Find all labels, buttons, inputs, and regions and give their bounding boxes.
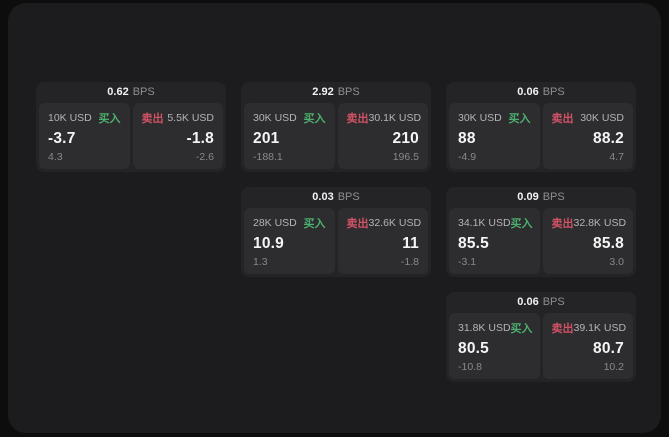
sell-sub-value: -1.8 [400,256,419,268]
buy-sub-value: -3.1 [458,256,477,268]
bps-header: 0.06 BPS [449,292,633,313]
buy-panel[interactable]: 10K USD 买入 -3.7 4.3 [39,103,130,169]
sell-side-label: 卖出 [551,113,574,125]
sell-side-label: 卖出 [551,218,574,230]
bps-value: 0.03 [312,191,334,203]
sell-side-label: 卖出 [141,113,164,125]
buy-panel[interactable]: 28K USD 买入 10.9 1.3 [244,208,335,274]
sell-panel[interactable]: 卖出 32.8K USD 85.8 3.0 [542,208,633,274]
sell-amount: 32.8K USD [573,217,627,229]
sell-price: -1.8 [186,129,214,147]
quote-card-6: 0.06 BPS 31.8K USD 买入 80.5 -10.8 卖出 39.1… [446,292,636,382]
buy-amount: 30K USD [458,112,502,124]
bps-unit-label: BPS [542,86,565,98]
sell-price: 88.2 [593,129,624,147]
buy-side-label: 买入 [510,323,533,335]
bps-header: 0.03 BPS [244,187,428,208]
buy-sub-value: -4.9 [458,151,477,163]
sell-sub-value: 4.7 [609,151,624,163]
bps-value: 0.06 [517,86,539,98]
buy-side-label: 买入 [508,113,531,125]
sell-price: 11 [402,234,419,252]
bps-unit-label: BPS [337,191,360,203]
buy-amount: 31.8K USD [458,322,511,334]
sell-sub-value: 196.5 [392,151,419,163]
sell-sub-value: 10.2 [603,361,624,373]
quote-cards-grid: 0.62 BPS 10K USD 买入 -3.7 4.3 卖出 5.5K USD [36,82,636,382]
quote-card-3: 0.06 BPS 30K USD 买入 88 -4.9 卖出 30K USD [446,82,636,172]
buy-side-label: 买入 [303,218,326,230]
quote-card-5: 0.09 BPS 34.1K USD 买入 85.5 -3.1 卖出 32.8K… [446,187,636,277]
buy-price: -3.7 [48,129,76,147]
bps-unit-label: BPS [542,296,565,308]
buy-price: 88 [458,129,476,147]
bps-header: 0.09 BPS [449,187,633,208]
buy-price: 201 [253,129,280,147]
buy-price: 80.5 [458,339,489,357]
buy-side-label: 买入 [98,113,121,125]
sell-price: 80.7 [593,339,624,357]
sell-panel[interactable]: 卖出 32.6K USD 11 -1.8 [337,208,428,274]
buy-panel[interactable]: 31.8K USD 买入 80.5 -10.8 [449,313,540,379]
buy-sub-value: 4.3 [48,151,63,163]
bps-header: 2.92 BPS [244,82,428,103]
sell-amount: 30.1K USD [368,112,422,124]
sell-sub-value: 3.0 [609,256,624,268]
sell-amount: 5.5K USD [167,112,214,124]
bps-header: 0.62 BPS [39,82,223,103]
sell-side-label: 卖出 [346,218,369,230]
bps-unit-label: BPS [542,191,565,203]
app-window: 0.62 BPS 10K USD 买入 -3.7 4.3 卖出 5.5K USD [8,3,661,433]
quote-card-2: 2.92 BPS 30K USD 买入 201 -188.1 卖出 30.1K … [241,82,431,172]
bps-value: 2.92 [312,86,334,98]
buy-side-label: 买入 [303,113,326,125]
buy-side-label: 买入 [510,218,533,230]
buy-panel[interactable]: 30K USD 买入 88 -4.9 [449,103,540,169]
bps-value: 0.06 [517,296,539,308]
buy-sub-value: -10.8 [458,361,482,373]
sell-side-label: 卖出 [551,323,574,335]
buy-amount: 10K USD [48,112,92,124]
buy-amount: 34.1K USD [458,217,511,229]
buy-amount: 30K USD [253,112,297,124]
buy-price: 85.5 [458,234,489,252]
sell-panel[interactable]: 卖出 30.1K USD 210 196.5 [337,103,428,169]
sell-price: 210 [392,129,419,147]
buy-panel[interactable]: 34.1K USD 买入 85.5 -3.1 [449,208,540,274]
buy-amount: 28K USD [253,217,297,229]
buy-price: 10.9 [253,234,284,252]
bps-unit-label: BPS [132,86,155,98]
sell-panel[interactable]: 卖出 5.5K USD -1.8 -2.6 [132,103,223,169]
buy-panel[interactable]: 30K USD 买入 201 -188.1 [244,103,335,169]
sell-panel[interactable]: 卖出 39.1K USD 80.7 10.2 [542,313,633,379]
sell-panel[interactable]: 卖出 30K USD 88.2 4.7 [542,103,633,169]
sell-side-label: 卖出 [346,113,369,125]
sell-amount: 30K USD [580,112,624,124]
sell-amount: 39.1K USD [573,322,627,334]
bps-unit-label: BPS [337,86,360,98]
buy-sub-value: 1.3 [253,256,268,268]
sell-price: 85.8 [593,234,624,252]
sell-amount: 32.6K USD [368,217,422,229]
bps-value: 0.62 [107,86,129,98]
quote-card-1: 0.62 BPS 10K USD 买入 -3.7 4.3 卖出 5.5K USD [36,82,226,172]
bps-value: 0.09 [517,191,539,203]
quote-card-4: 0.03 BPS 28K USD 买入 10.9 1.3 卖出 32.6K US… [241,187,431,277]
sell-sub-value: -2.6 [195,151,214,163]
bps-header: 0.06 BPS [449,82,633,103]
buy-sub-value: -188.1 [253,151,283,163]
